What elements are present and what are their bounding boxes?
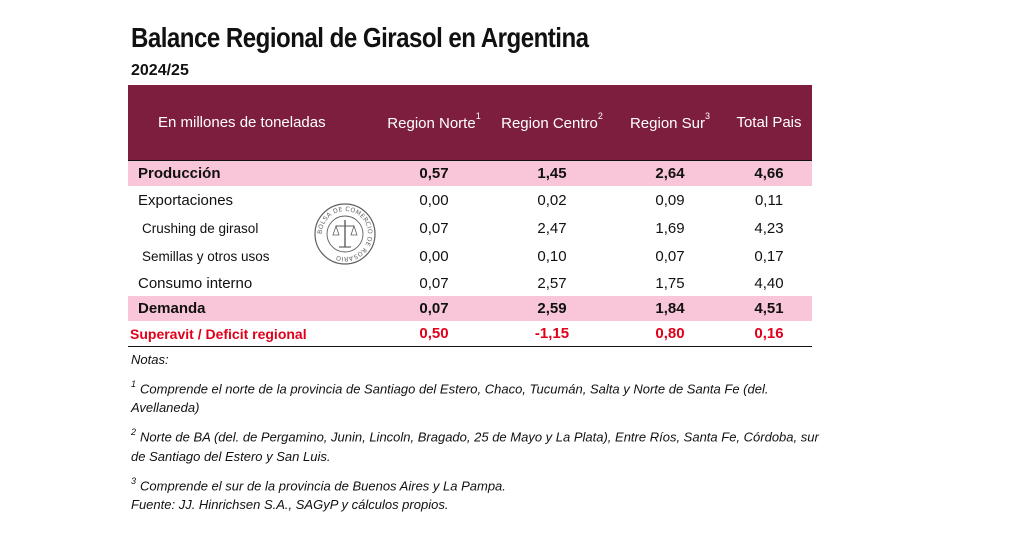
cell-centro: 1,45 [537,165,567,182]
cell-sur: 1,84 [655,300,685,317]
cell-centro: 0,10 [537,247,567,265]
row-superavit-deficit: Superavit / Deficit regional 0,50 -1,15 … [128,321,812,346]
cell-total: 4,66 [754,165,784,182]
cell-total: 0,17 [754,247,784,265]
row-label: Crushing de girasol [142,220,259,236]
page-title: Balance Regional de Girasol en Argentina [131,22,589,53]
bolsa-comercio-rosario-seal-icon: BOLSA DE COMERCIO DE ROSARIO [314,203,376,265]
cell-centro: 2,47 [537,219,567,237]
row-semillas: Semillas y otros usos 0,00 0,10 0,07 0,1… [128,242,812,270]
note-2: 2 Norte de BA (del. de Pergamino, Junin, … [131,427,819,464]
cell-norte: 0,00 [419,247,449,265]
row-crushing: Crushing de girasol 0,07 2,47 1,69 4,23 [128,214,812,242]
cell-sur: 1,69 [655,219,685,237]
cell-sur: 1,75 [655,274,685,292]
balance-table: En millones de toneladas Region Norte1 R… [128,85,812,347]
cell-sur: 0,80 [655,325,685,342]
cell-centro: 2,57 [537,274,567,292]
row-label: Semillas y otros usos [142,248,270,264]
cell-total: 4,51 [754,300,784,317]
note-1: 1 Comprende el norte de la provincia de S… [131,379,769,416]
cell-centro: 2,59 [537,300,567,317]
header-region-centro: Region Centro2 [501,110,603,132]
cell-norte: 0,00 [419,191,449,209]
row-produccion: Producción 0,57 1,45 2,64 4,66 [128,161,812,186]
row-consumo-interno: Consumo interno 0,07 2,57 1,75 4,40 [128,270,812,296]
cell-total: 0,11 [754,191,784,209]
header-units-label: En millones de toneladas [158,114,326,131]
cell-sur: 0,09 [655,191,685,209]
row-label: Demanda [138,300,206,317]
cell-sur: 2,64 [655,165,685,182]
notes-heading: Notas: [131,352,169,367]
row-demanda: Demanda 0,07 2,59 1,84 4,51 [128,296,812,321]
row-label: Exportaciones [138,191,234,209]
notes: Notas: 1 Comprende el norte de la provinc… [131,350,831,514]
cell-centro: 0,02 [537,191,567,209]
cell-norte: 0,57 [419,165,449,182]
cell-total: 0,16 [754,325,784,342]
row-label: Producción [138,165,221,182]
cell-sur: 0,07 [655,247,685,265]
page-subtitle: 2024/25 [131,62,189,79]
cell-norte: 0,50 [419,325,449,342]
cell-norte: 0,07 [419,300,449,317]
header-total-pais: Total Pais [736,114,802,131]
row-label: Consumo interno [138,274,253,292]
cell-total: 4,23 [754,219,784,237]
note-3: 3 Comprende el sur de la provincia de Bue… [131,475,506,493]
cell-total: 4,40 [754,274,784,292]
table-header: En millones de toneladas Region Norte1 R… [128,85,812,161]
cell-centro: -1,15 [534,325,570,342]
cell-norte: 0,07 [419,274,449,292]
source-note: Fuente: JJ. Hinrichsen S.A., SAGyP y cál… [131,496,449,512]
header-region-sur: Region Sur3 [629,110,711,132]
row-label: Superavit / Deficit regional [130,325,307,342]
row-exportaciones: Exportaciones 0,00 0,02 0,09 0,11 [128,186,812,214]
header-region-norte: Region Norte1 [387,110,481,132]
cell-norte: 0,07 [419,219,449,237]
